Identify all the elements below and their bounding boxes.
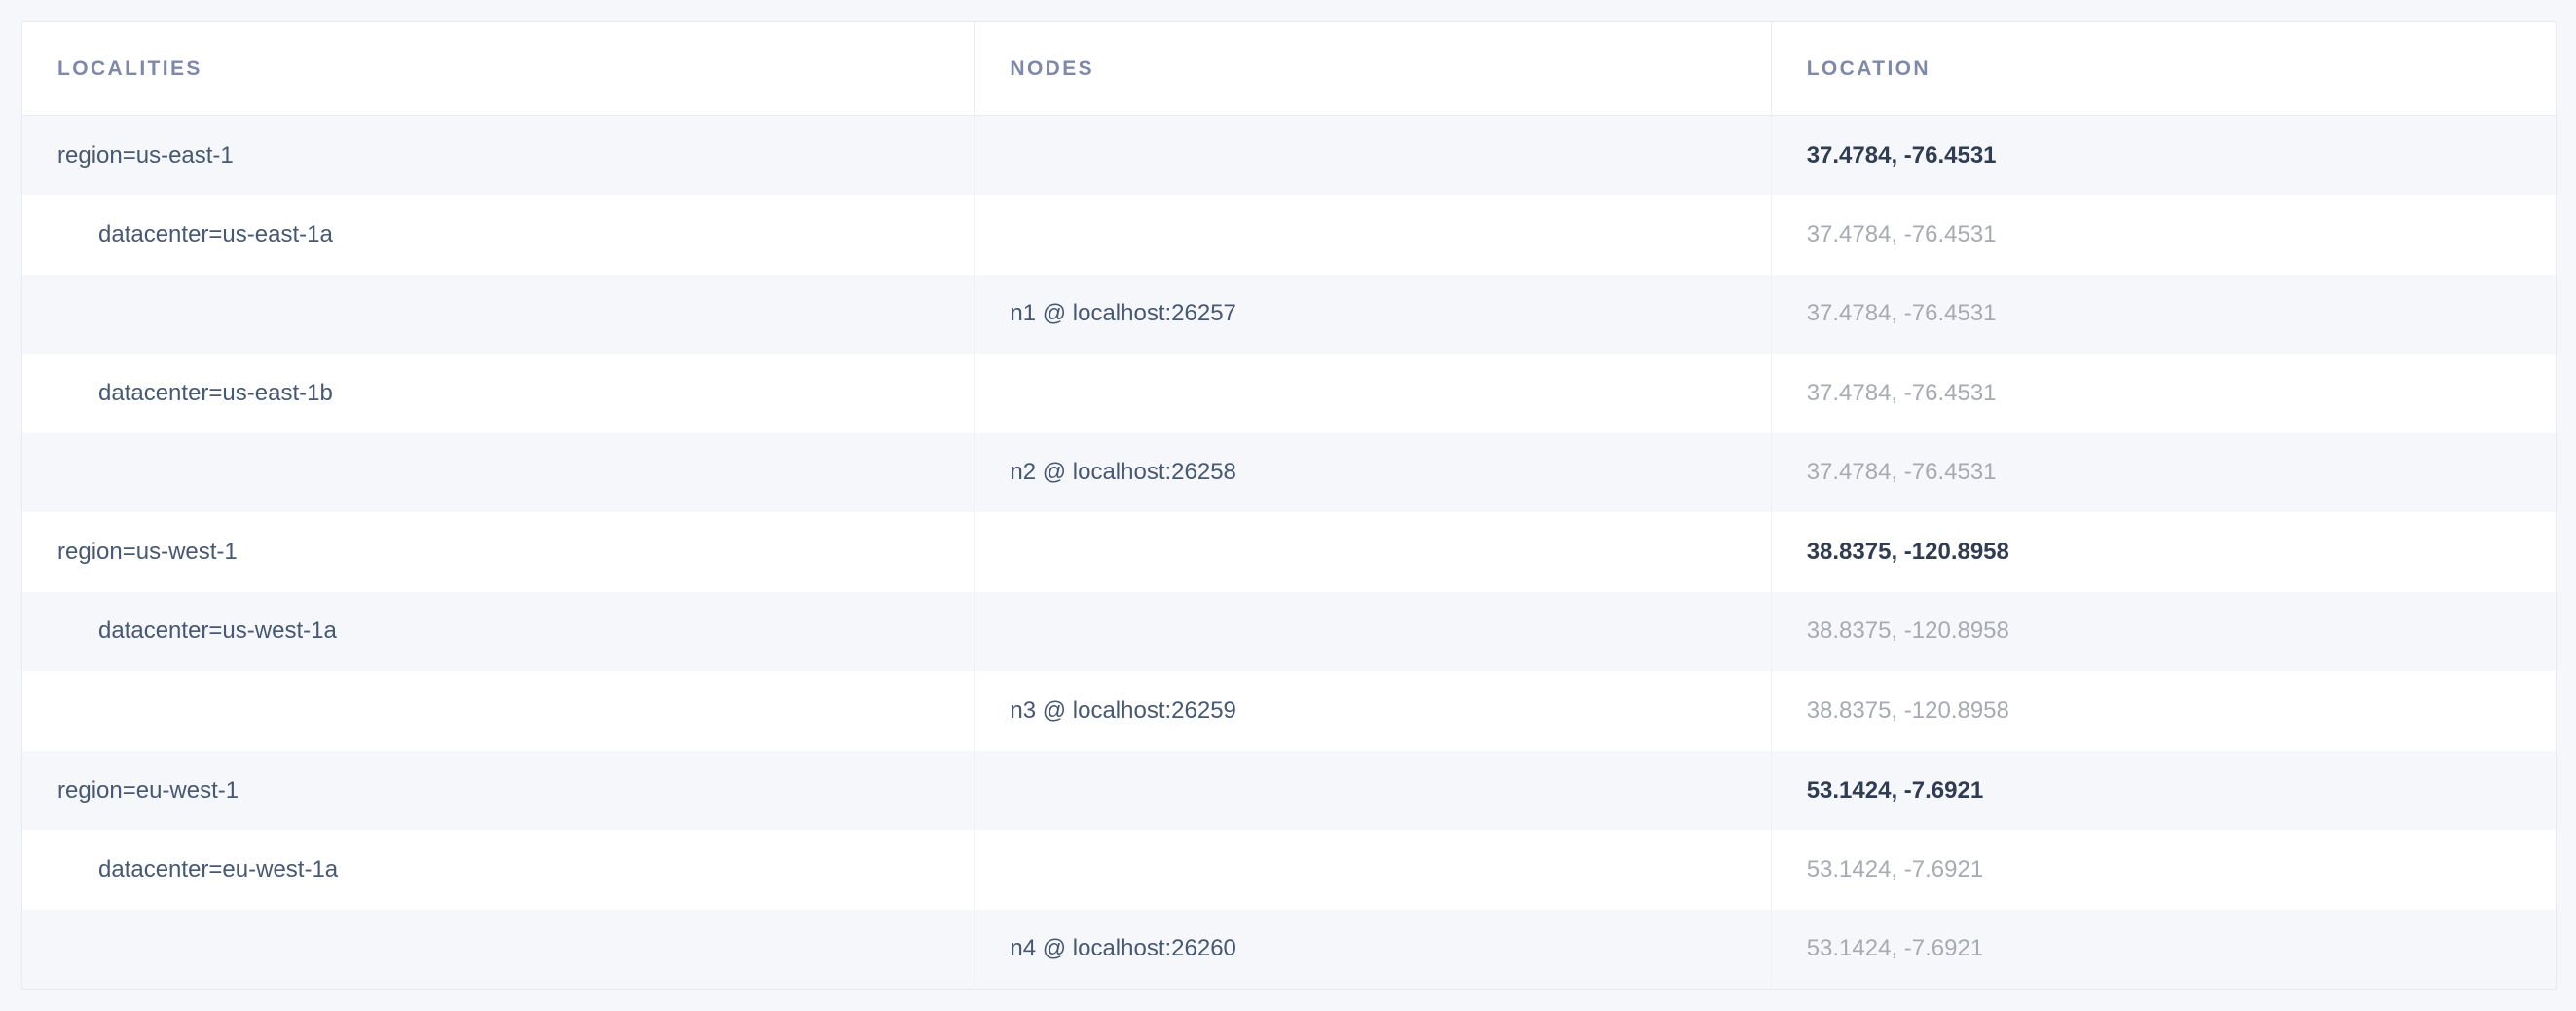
location-coordinates: 37.4784, -76.4531 bbox=[1806, 300, 1997, 327]
cell-location: 37.4784, -76.4531 bbox=[1770, 354, 2557, 433]
location-coordinates: 37.4784, -76.4531 bbox=[1806, 379, 1997, 406]
column-header-nodes[interactable]: NODES bbox=[974, 21, 1772, 116]
cell-location: 38.8375, -120.8958 bbox=[1770, 512, 2557, 592]
location-coordinates: 38.8375, -120.8958 bbox=[1806, 538, 2009, 565]
node-label[interactable]: n2 @ localhost:26258 bbox=[1010, 459, 1236, 486]
cell-localities: region=us-east-1 bbox=[22, 116, 975, 196]
table-row[interactable]: region=us-east-1 37.4784, -76.4531 bbox=[21, 115, 2557, 196]
cell-location: 53.1424, -7.6921 bbox=[1770, 750, 2557, 831]
cell-localities: datacenter=eu-west-1a bbox=[22, 830, 975, 910]
table-body: region=us-east-1 37.4784, -76.4531 datacen… bbox=[21, 115, 2557, 990]
location-coordinates: 53.1424, -7.6921 bbox=[1806, 776, 1984, 804]
datacenter-label: datacenter=us-east-1a bbox=[98, 220, 333, 247]
location-coordinates: 38.8375, -120.8958 bbox=[1806, 696, 2009, 724]
cell-location: 37.4784, -76.4531 bbox=[1770, 432, 2557, 513]
node-label[interactable]: n4 @ localhost:26260 bbox=[1010, 935, 1236, 962]
location-coordinates: 37.4784, -76.4531 bbox=[1806, 141, 1997, 168]
cell-localities bbox=[22, 671, 975, 751]
cell-nodes bbox=[974, 750, 1772, 831]
table-row[interactable]: datacenter=us-east-1b 37.4784, -76.4531 bbox=[21, 354, 2557, 433]
datacenter-label: datacenter=us-east-1b bbox=[98, 379, 333, 406]
cell-nodes bbox=[974, 354, 1772, 433]
cell-nodes: n1 @ localhost:26257 bbox=[974, 274, 1772, 355]
table-row[interactable]: datacenter=eu-west-1a 53.1424, -7.6921 bbox=[21, 830, 2557, 910]
table-row[interactable]: datacenter=us-east-1a 37.4784, -76.4531 bbox=[21, 195, 2557, 275]
cell-location: 38.8375, -120.8958 bbox=[1770, 671, 2557, 751]
cell-nodes bbox=[974, 115, 1772, 196]
cell-nodes bbox=[974, 591, 1772, 672]
cell-nodes bbox=[974, 512, 1772, 592]
cell-localities: datacenter=us-east-1b bbox=[22, 354, 975, 433]
cell-nodes bbox=[974, 830, 1772, 910]
cell-location: 37.4784, -76.4531 bbox=[1770, 115, 2557, 196]
region-label: region=us-east-1 bbox=[57, 141, 234, 168]
node-label[interactable]: n1 @ localhost:26257 bbox=[1010, 300, 1236, 327]
table-row[interactable]: n3 @ localhost:26259 38.8375, -120.8958 bbox=[21, 671, 2557, 751]
cell-nodes: n2 @ localhost:26258 bbox=[974, 432, 1772, 513]
location-coordinates: 38.8375, -120.8958 bbox=[1806, 618, 2009, 645]
cell-nodes: n4 @ localhost:26260 bbox=[974, 909, 1772, 990]
region-label: region=us-west-1 bbox=[57, 538, 238, 565]
table-row[interactable]: n1 @ localhost:26257 37.4784, -76.4531 bbox=[21, 274, 2557, 355]
cell-localities: datacenter=us-west-1a bbox=[22, 592, 975, 672]
cell-location: 53.1424, -7.6921 bbox=[1770, 909, 2557, 990]
cell-location: 37.4784, -76.4531 bbox=[1770, 195, 2557, 275]
location-coordinates: 37.4784, -76.4531 bbox=[1806, 220, 1997, 247]
location-coordinates: 53.1424, -7.6921 bbox=[1806, 935, 1984, 962]
cell-location: 37.4784, -76.4531 bbox=[1770, 274, 2557, 355]
cell-localities: datacenter=us-east-1a bbox=[22, 195, 975, 275]
table-header: LOCALITIES NODES LOCATION bbox=[21, 21, 2557, 116]
table-header-row: LOCALITIES NODES LOCATION bbox=[21, 21, 2557, 116]
column-header-localities[interactable]: LOCALITIES bbox=[21, 21, 975, 116]
location-coordinates: 37.4784, -76.4531 bbox=[1806, 459, 1997, 486]
table-row[interactable]: region=us-west-1 38.8375, -120.8958 bbox=[21, 512, 2557, 592]
cell-location: 38.8375, -120.8958 bbox=[1770, 591, 2557, 672]
cell-localities: region=eu-west-1 bbox=[22, 751, 975, 831]
table-row[interactable]: n2 @ localhost:26258 37.4784, -76.4531 bbox=[21, 432, 2557, 513]
cell-localities bbox=[22, 910, 975, 990]
cell-location: 53.1424, -7.6921 bbox=[1770, 830, 2557, 910]
column-header-location[interactable]: LOCATION bbox=[1770, 21, 2557, 116]
datacenter-label: datacenter=us-west-1a bbox=[98, 618, 337, 645]
table-row[interactable]: n4 @ localhost:26260 53.1424, -7.6921 bbox=[21, 909, 2557, 990]
cell-nodes bbox=[974, 195, 1772, 275]
table-row[interactable]: region=eu-west-1 53.1424, -7.6921 bbox=[21, 750, 2557, 831]
location-coordinates: 53.1424, -7.6921 bbox=[1806, 856, 1984, 883]
node-label[interactable]: n3 @ localhost:26259 bbox=[1010, 696, 1236, 724]
cell-localities bbox=[22, 433, 975, 513]
cell-localities: region=us-west-1 bbox=[22, 512, 975, 592]
region-label: region=eu-west-1 bbox=[57, 776, 239, 804]
cell-nodes: n3 @ localhost:26259 bbox=[974, 671, 1772, 751]
table-row[interactable]: datacenter=us-west-1a 38.8375, -120.8958 bbox=[21, 591, 2557, 672]
datacenter-label: datacenter=eu-west-1a bbox=[98, 856, 339, 883]
cell-localities bbox=[22, 275, 975, 355]
locality-table: LOCALITIES NODES LOCATION region=us-east… bbox=[21, 21, 2557, 990]
